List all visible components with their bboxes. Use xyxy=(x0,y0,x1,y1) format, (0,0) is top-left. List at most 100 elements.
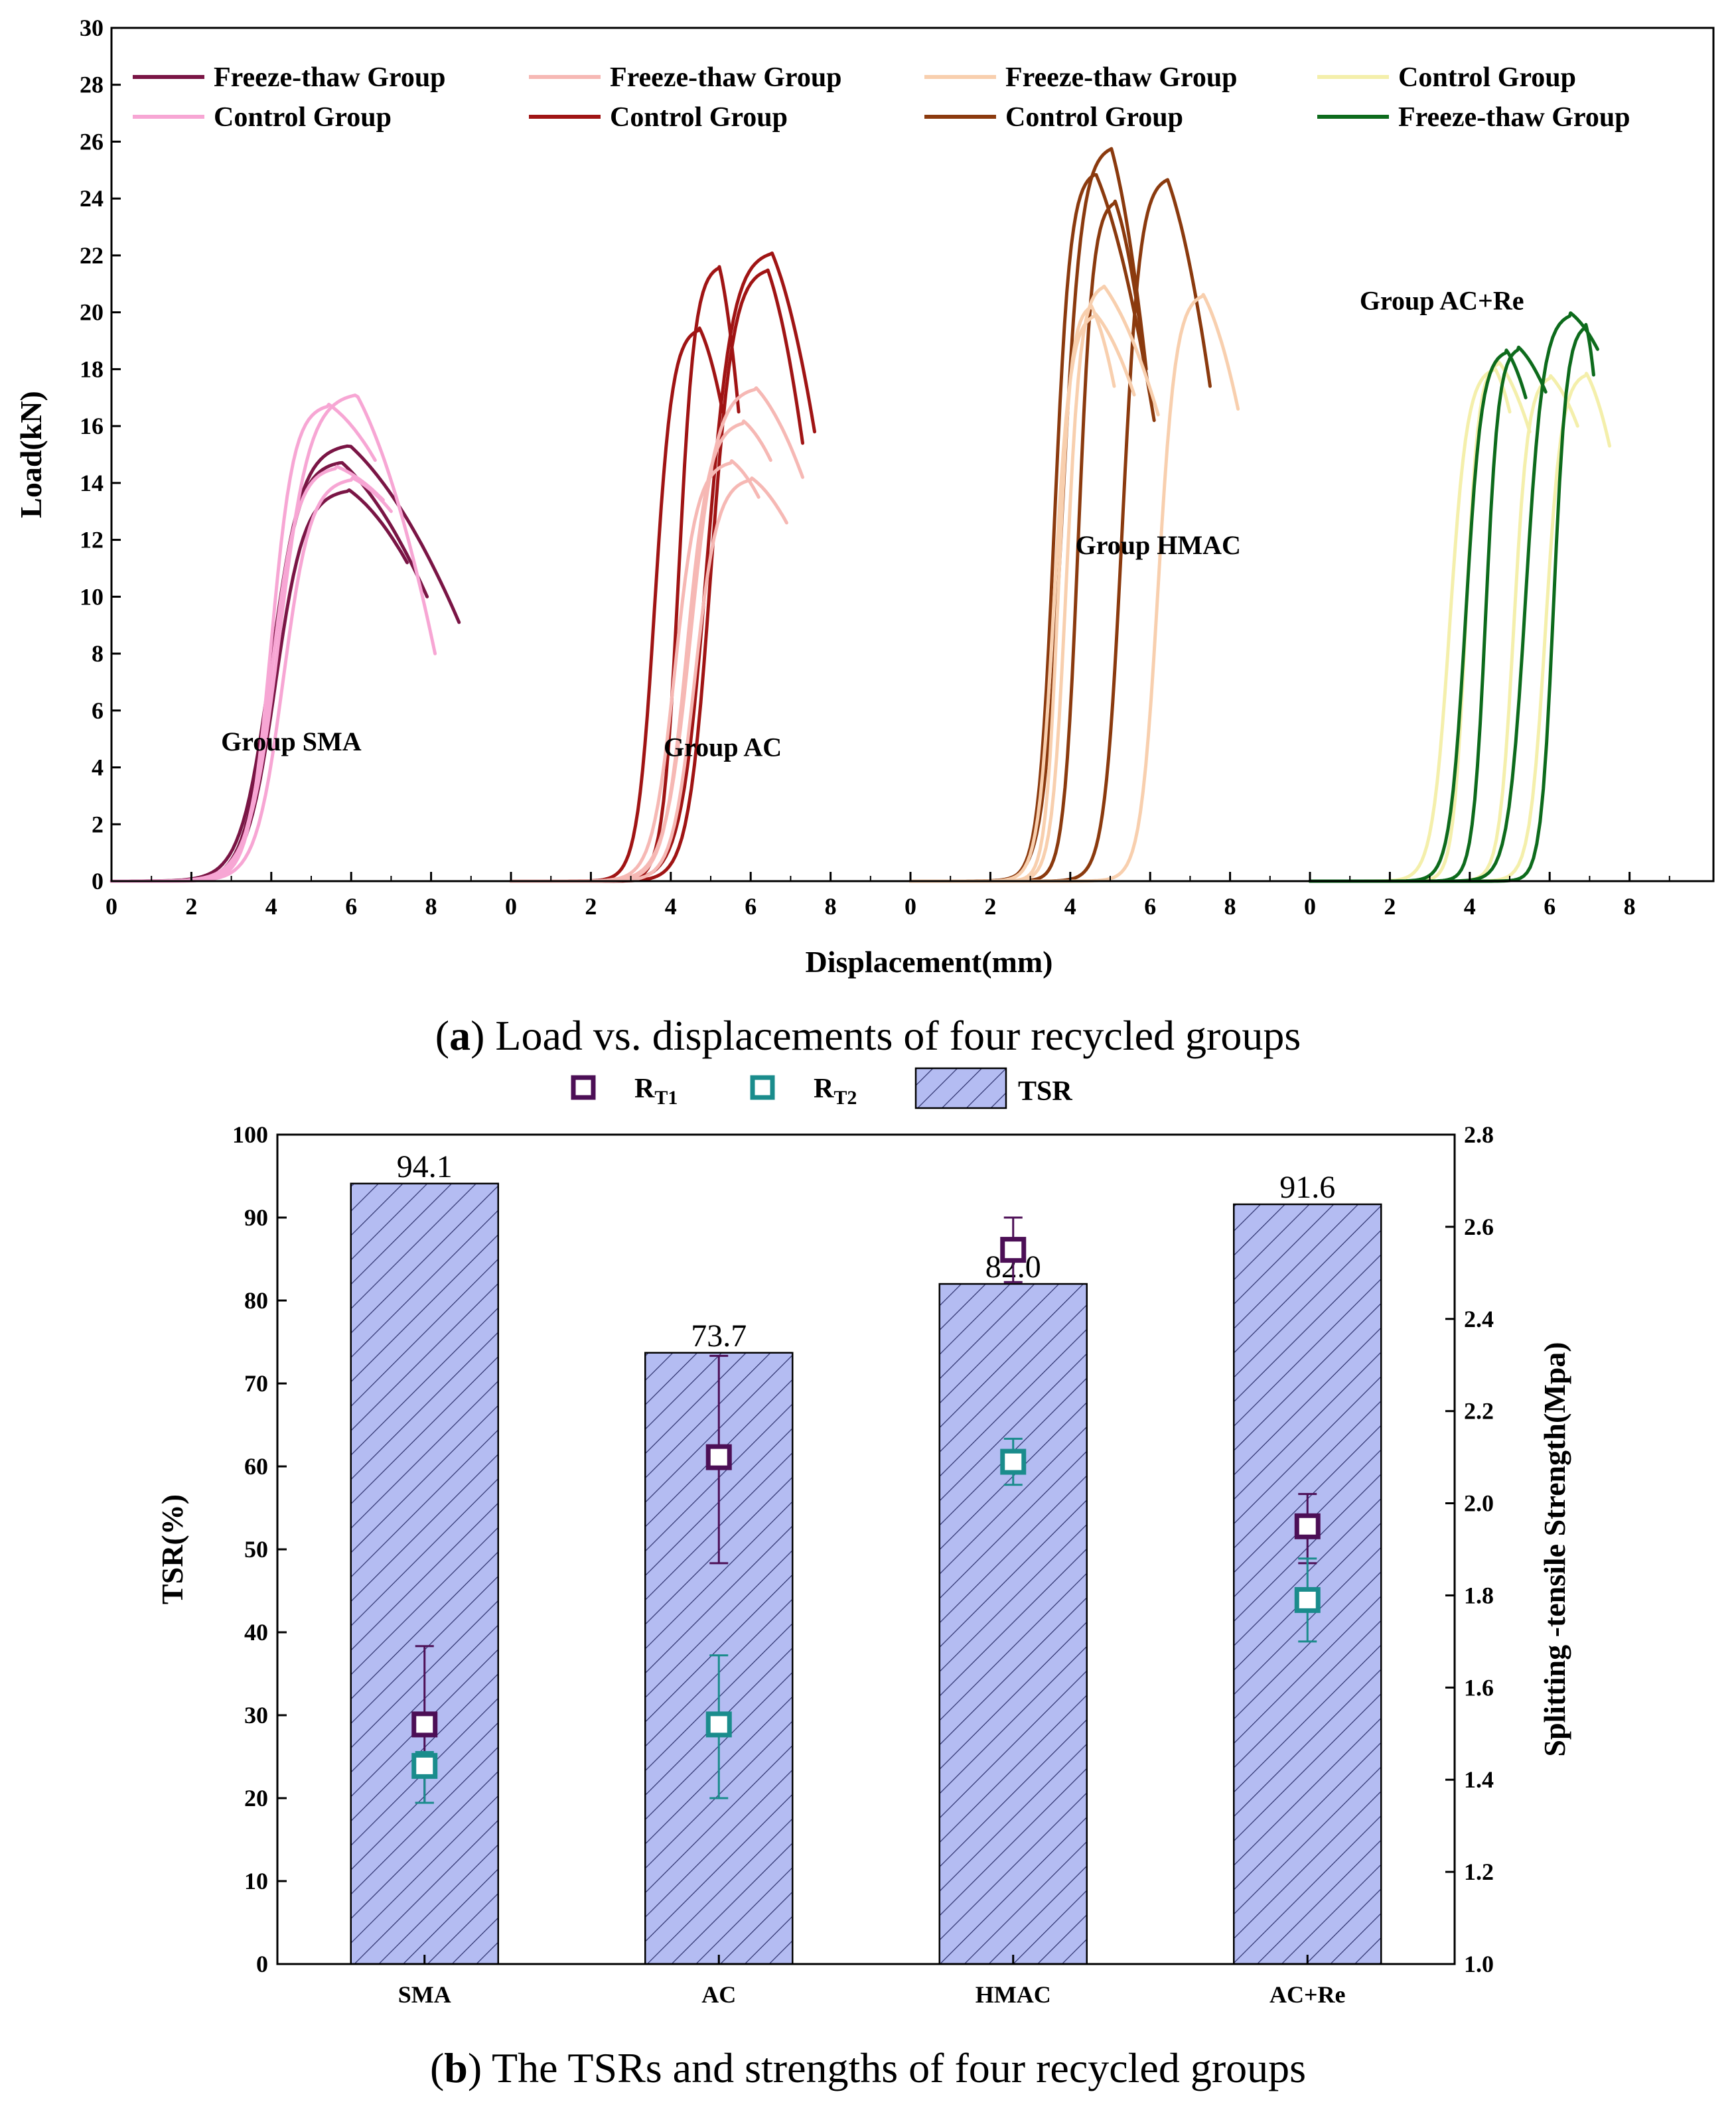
y2-tick-label-b: 2.0 xyxy=(1464,1490,1494,1517)
caption-a: (a) Load vs. displacements of four recyc… xyxy=(435,1012,1301,1059)
y-tick-label-b: 40 xyxy=(244,1619,268,1646)
x-tick-label-a: 2 xyxy=(984,893,996,920)
load-curve xyxy=(908,173,1156,883)
x-axis-title-a: Displacement(mm) xyxy=(805,945,1052,979)
y-tick-label-a: 2 xyxy=(92,811,104,837)
x-tick-label-a: 2 xyxy=(185,893,197,920)
legend-label-a: Control Group xyxy=(1005,102,1183,133)
load-curve xyxy=(908,147,1148,883)
y2-axis-title-b: Splitting -tensile Strength(Mpa) xyxy=(1538,1342,1571,1756)
y-tick-label-a: 30 xyxy=(80,15,104,41)
x-tick-label-b: SMA xyxy=(398,1981,451,2008)
x-tick-label-b: AC+Re xyxy=(1269,1981,1346,2008)
bar-layer: 94.173.782.091.6 xyxy=(350,1149,1382,1965)
x-tick-label-a: 6 xyxy=(745,893,757,920)
rt2-marker xyxy=(705,1711,732,1738)
y-tick-label-b: 60 xyxy=(244,1453,268,1480)
x-tick-label-a: 6 xyxy=(1544,893,1555,920)
y2-tick-label-b: 1.0 xyxy=(1464,1951,1494,1977)
y-axis-right-b: 1.0 1.2 1.4 1.6 1.8 2.0 2.2 2.4 2.6 2.8 xyxy=(1445,1121,1494,1977)
marker-layer xyxy=(411,1216,1321,1804)
legend-label-a: Freeze-thaw Group xyxy=(214,62,446,93)
group-label: Group AC+Re xyxy=(1360,285,1524,315)
x-tick-label-a: 8 xyxy=(1624,893,1636,920)
rt1-marker xyxy=(1294,1513,1321,1539)
tsr-value-label: 94.1 xyxy=(397,1149,453,1184)
y2-tick-label-b: 2.4 xyxy=(1464,1306,1494,1332)
load-curve xyxy=(509,251,816,883)
load-curve xyxy=(109,403,377,883)
load-curve xyxy=(1308,372,1611,883)
y-tick-label-a: 20 xyxy=(80,299,104,326)
y-tick-label-b: 80 xyxy=(244,1287,268,1314)
group-label: Group HMAC xyxy=(1076,530,1241,560)
tsr-strength-chart: RT1 RT2 TSR 94.173.782.091.6 0102030405060… xyxy=(155,1067,1571,2008)
y-tick-label-a: 28 xyxy=(80,72,104,98)
y2-tick-label-b: 1.2 xyxy=(1464,1859,1494,1885)
y-tick-label-b: 70 xyxy=(244,1370,268,1397)
y-tick-label-a: 14 xyxy=(80,470,104,496)
x-tick-label-a: 6 xyxy=(345,893,357,920)
y-tick-label-b: 10 xyxy=(244,1868,268,1894)
x-tick-label-a: 4 xyxy=(265,893,277,920)
x-tick-label-a: 8 xyxy=(1224,893,1236,920)
y-tick-label-b: 0 xyxy=(256,1951,268,1977)
x-tick-label-a: 2 xyxy=(1384,893,1396,920)
legend-label-a: Freeze-thaw Group xyxy=(610,62,842,93)
x-tick-label-b: AC xyxy=(701,1981,736,2008)
rt1-marker xyxy=(1000,1237,1027,1263)
rt1-marker xyxy=(705,1444,732,1470)
legend-label-b: RT1 xyxy=(634,1074,678,1109)
legend-a: Freeze-thaw Group Freeze-thaw Group Freeze… xyxy=(133,62,1630,133)
group-label: Group SMA xyxy=(221,727,362,756)
y-tick-label-b: 100 xyxy=(232,1121,268,1148)
y-tick-label-b: 50 xyxy=(244,1536,268,1563)
y-tick-label-a: 4 xyxy=(92,754,104,781)
tsr-value-label: 73.7 xyxy=(691,1318,747,1354)
legend-label-a: Control Group xyxy=(214,102,392,133)
x-tick-label-a: 0 xyxy=(904,893,916,920)
legend-b: RT1 RT2 TSR xyxy=(571,1067,1072,1109)
legend-marker-b xyxy=(571,1075,596,1100)
x-tick-label-a: 4 xyxy=(665,893,677,920)
y2-tick-label-b: 1.6 xyxy=(1464,1674,1494,1701)
x-tick-label-a: 2 xyxy=(585,893,597,920)
legend-marker-b xyxy=(750,1075,775,1100)
rt2-marker xyxy=(1294,1586,1321,1613)
tsr-bar-hatch xyxy=(350,1182,499,1965)
load-curve xyxy=(509,459,760,883)
legend-label-b: TSR xyxy=(1018,1076,1072,1107)
legend-label-a: Freeze-thaw Group xyxy=(1398,102,1630,133)
y2-tick-label-b: 1.8 xyxy=(1464,1582,1494,1608)
rt1-marker xyxy=(411,1711,438,1738)
x-tick-label-a: 0 xyxy=(505,893,517,920)
x-tick-label-a: 4 xyxy=(1464,893,1476,920)
legend-label-a: Control Group xyxy=(1398,62,1576,93)
curve-layer xyxy=(109,147,1611,883)
y-axis-left-b: 0 10 20 30 40 50 60 70 80 90 100 xyxy=(232,1121,287,1977)
x-tick-label-a: 4 xyxy=(1064,893,1076,920)
y2-tick-label-b: 2.2 xyxy=(1464,1398,1494,1425)
y-axis-title-a: Load(kN) xyxy=(14,391,48,518)
load-curve xyxy=(908,312,1136,883)
caption-b: (b) The TSRs and strengths of four recyc… xyxy=(430,2044,1306,2091)
legend-label-b: RT2 xyxy=(814,1074,857,1109)
x-tick-label-a: 8 xyxy=(825,893,837,920)
curve-group xyxy=(509,251,816,883)
y-axis-title-b: TSR(%) xyxy=(155,1494,189,1604)
tsr-value-label: 91.6 xyxy=(1279,1170,1335,1205)
y-tick-label-a: 0 xyxy=(92,868,104,894)
y-tick-label-b: 30 xyxy=(244,1702,268,1728)
rt2-marker xyxy=(1000,1448,1027,1475)
y-tick-label-a: 24 xyxy=(80,185,104,212)
y2-tick-label-b: 1.4 xyxy=(1464,1766,1494,1793)
y-tick-label-a: 16 xyxy=(80,413,104,439)
load-curve xyxy=(1308,374,1579,883)
x-axis-b: SMA AC HMAC AC+Re xyxy=(398,1955,1346,2008)
curve-group xyxy=(1308,311,1611,883)
group-labels: Group SMA Group AC Group HMAC Group AC+Re xyxy=(221,285,1524,762)
y-tick-label-a: 10 xyxy=(80,583,104,610)
x-tick-label-a: 0 xyxy=(1304,893,1316,920)
